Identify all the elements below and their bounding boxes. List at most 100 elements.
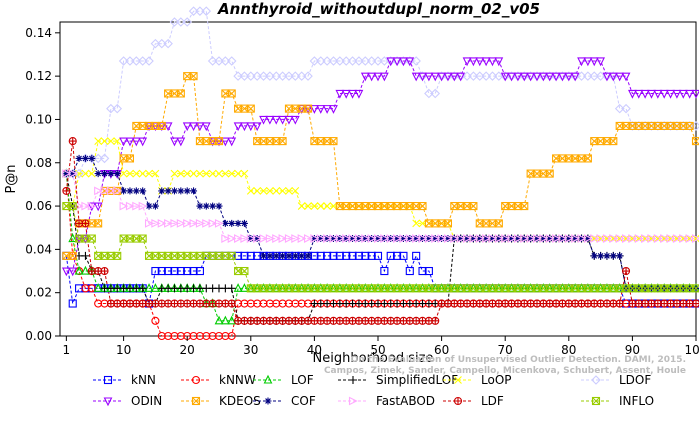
data-point-fastabod [100,186,110,196]
data-point-odin [494,57,504,67]
data-point-ldof [246,71,256,81]
data-point-loop [215,169,223,178]
data-point-odin [615,72,625,82]
data-point-knn [316,251,325,260]
data-point-knn [151,266,160,276]
data-point-ldof [462,71,472,81]
data-point-ldof [424,88,434,99]
data-point-fastabod [195,219,205,228]
data-point-cof [469,235,477,243]
data-point-cof [81,154,89,162]
data-point-fastabod [354,234,364,243]
data-point-odin [564,72,574,82]
data-point-fastabod [348,234,358,243]
data-point-cof [444,235,452,243]
data-point-odin [507,72,516,82]
y-tick-label: 0.10 [25,112,52,126]
data-point-ldf [68,137,77,146]
data-point-fastabod [666,234,676,243]
series-line-kdeos [66,75,697,257]
data-point-ldof [106,103,116,114]
data-point-lof [214,315,224,325]
data-point-ldof [347,56,358,66]
data-point-cof [215,202,223,210]
data-point-odin [399,57,408,67]
data-point-fastabod [488,234,498,243]
data-point-knn [393,251,402,260]
data-point-ldof [226,56,237,66]
series-points-kdeos [62,72,699,260]
legend-marker-fastabod [348,396,358,406]
data-point-ldof [487,71,498,81]
data-point-fastabod [450,234,460,243]
data-point-loop [183,169,192,178]
data-point-fastabod [246,234,256,243]
data-point-odin [672,89,682,99]
y-axis: 0.00 0.02 0.04 0.06 0.08 0.10 0.12 0.14 [25,26,60,343]
data-point-fastabod [278,234,288,243]
data-point-fastabod [202,219,212,228]
data-point-odin [373,72,383,82]
data-point-lof [233,283,243,292]
data-point-odin [558,72,567,82]
data-point-lof [220,315,230,325]
data-point-knnw [284,299,294,308]
data-point-kdeos [609,137,618,146]
data-point-odin [577,57,586,67]
data-point-ldf [691,299,699,308]
data-point-cof [279,252,287,260]
data-point-fastabod [138,201,148,211]
data-point-odin [545,72,555,82]
data-point-ldof [150,38,161,49]
data-point-fastabod [482,234,491,243]
data-point-loop [221,169,230,178]
data-point-fastabod [628,234,638,243]
data-point-loop [316,202,325,210]
data-point-ldof [80,153,91,164]
data-point-cof [291,252,299,260]
data-point-odin [653,89,663,99]
data-point-fastabod [418,234,428,243]
legend-item-kdeos: KDEOS [181,394,261,408]
data-point-odin [418,72,427,82]
series-line-knn [65,254,696,306]
data-point-knnw [240,299,249,308]
data-point-loop [227,169,236,178]
data-point-fastabod [571,234,580,243]
data-point-odin [201,122,211,132]
data-point-ldof [233,71,243,81]
data-point-cof [151,202,159,210]
data-point-loop [145,169,153,178]
data-point-odin [634,89,644,99]
legend-item-knnw: kNNW [181,373,256,387]
data-point-odin [469,57,478,67]
data-point-cof [113,170,121,178]
data-point-cof [495,235,503,243]
data-point-fastabod [272,234,281,243]
data-point-cof [164,187,172,195]
data-point-cof [69,170,77,178]
data-point-knnw [151,316,160,325]
data-point-knn [412,251,421,260]
data-point-cof [571,235,579,243]
data-point-cof [139,187,147,195]
series-points-ldf [62,137,699,325]
data-point-ldof [239,71,250,81]
data-point-fastabod [475,234,485,243]
legend-item-loop: LoOP [443,373,512,387]
data-point-loop [265,187,274,195]
data-point-fastabod [653,234,663,243]
data-point-ldof [277,71,288,81]
data-point-odin [259,115,268,125]
data-point-odin [532,72,542,82]
data-point-cof [126,187,134,195]
data-point-cof [508,235,516,243]
series-points-odin [61,57,699,277]
x-axis-label: Neighborhood size [313,351,434,366]
data-point-fastabod [577,234,587,243]
data-point-odin [125,137,135,147]
data-point-odin [678,89,688,99]
data-point-loop [132,169,141,178]
data-point-cof [183,187,191,195]
data-point-fastabod [685,234,695,243]
